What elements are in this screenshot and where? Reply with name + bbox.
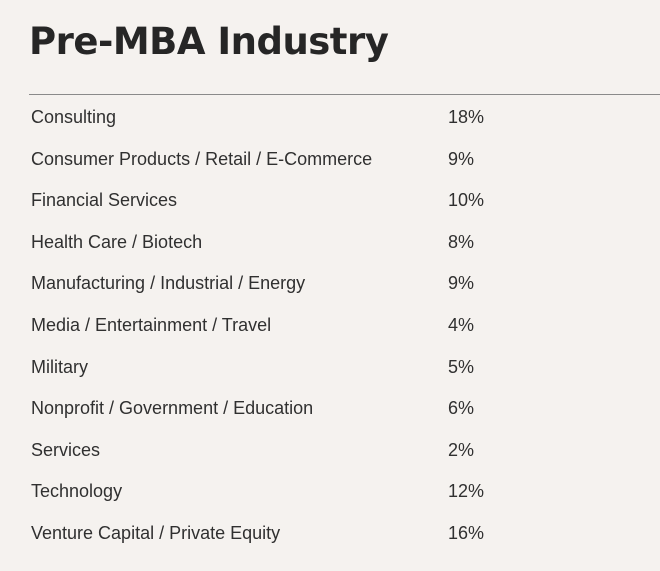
table-row: Media / Entertainment / Travel 4% [31,304,631,346]
industry-percent: 8% [448,231,475,252]
title-divider [29,94,660,95]
table-row: Manufacturing / Industrial / Energy 9% [31,262,631,304]
industry-percent: 2% [448,439,475,460]
table-row: Health Care / Biotech 8% [31,221,631,263]
table-row: Financial Services 10% [31,179,631,221]
table-row: Technology 12% [31,470,631,512]
industry-percent: 9% [448,273,475,294]
industry-table: Consulting 18% Consumer Products / Retai… [31,96,631,554]
industry-label: Financial Services [31,190,178,211]
industry-percent: 4% [448,314,475,335]
table-row: Consulting 18% [31,96,631,138]
table-row: Venture Capital / Private Equity 16% [31,512,631,554]
industry-label: Nonprofit / Government / Education [31,398,314,419]
industry-label: Media / Entertainment / Travel [31,314,272,335]
industry-label: Consulting [31,107,117,127]
industry-percent: 12% [448,481,485,502]
industry-label: Technology [31,481,123,502]
industry-label: Health Care / Biotech [31,231,203,252]
industry-percent: 10% [448,190,485,211]
industry-percent: 5% [448,356,475,377]
industry-label: Venture Capital / Private Equity [31,522,281,543]
table-row: Consumer Products / Retail / E-Commerce … [31,138,631,180]
industry-percent: 6% [448,398,475,419]
industry-percent: 9% [448,148,475,169]
table-row: Nonprofit / Government / Education 6% [31,387,631,429]
industry-percent: 18% [448,107,485,127]
industry-label: Consumer Products / Retail / E-Commerce [31,148,373,169]
industry-label: Military [31,356,88,377]
page-title: Pre-MBA Industry [29,20,389,63]
industry-percent: 16% [448,522,485,543]
table-row: Military 5% [31,346,631,388]
table-row: Services 2% [31,429,631,471]
industry-label: Services [31,439,101,460]
industry-label: Manufacturing / Industrial / Energy [31,273,306,294]
